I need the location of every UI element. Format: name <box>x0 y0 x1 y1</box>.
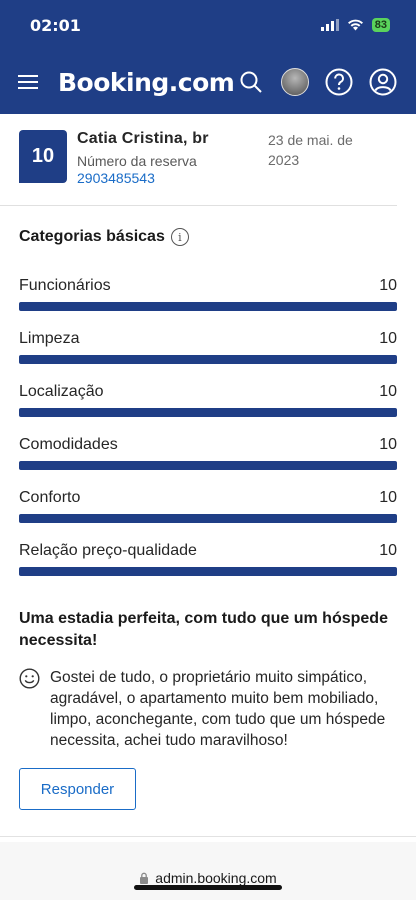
review-score-badge: 10 <box>19 130 67 183</box>
category-score: 10 <box>379 383 397 400</box>
help-icon <box>325 68 353 96</box>
category-label: Limpeza <box>19 330 80 347</box>
category-bar-fill <box>19 302 397 311</box>
guest-name: Catia Cristina, br <box>77 130 209 147</box>
category-score: 10 <box>379 277 397 294</box>
smiley-icon <box>19 668 40 689</box>
category-row: Funcionários 10 <box>19 277 397 330</box>
category-bar <box>19 408 397 417</box>
category-bar-fill <box>19 514 397 523</box>
category-score: 10 <box>379 330 397 347</box>
url-display[interactable]: admin.booking.com <box>139 856 277 900</box>
reservation-number-link[interactable]: 2903485543 <box>77 170 155 186</box>
account-button[interactable] <box>368 67 398 97</box>
help-button[interactable] <box>324 67 354 97</box>
info-icon[interactable]: i <box>170 228 189 246</box>
category-label: Comodidades <box>19 436 118 453</box>
review-title: Uma estadia perfeita, com tudo que um hó… <box>19 610 388 649</box>
respond-button[interactable]: Responder <box>19 768 136 810</box>
status-indicators: 83 <box>320 18 390 32</box>
search-icon <box>240 71 262 93</box>
guest-info: Catia Cristina, br Número da reserva 290… <box>77 130 268 205</box>
category-row: Comodidades 10 <box>19 436 397 489</box>
category-bar <box>19 514 397 523</box>
categories-title: Categorias básicas <box>19 228 165 245</box>
status-time: 02:01 <box>30 15 81 35</box>
category-score: 10 <box>379 436 397 453</box>
category-score: 10 <box>379 542 397 559</box>
property-avatar-button[interactable] <box>280 67 310 97</box>
status-bar: 02:01 83 <box>0 0 416 50</box>
category-bar <box>19 567 397 576</box>
url-text: admin.booking.com <box>155 870 277 886</box>
category-label: Relação preço-qualidade <box>19 542 197 559</box>
category-bar <box>19 461 397 470</box>
top-header: 02:01 83 Booking.com <box>0 0 416 114</box>
lock-icon <box>140 872 149 884</box>
brand-logo[interactable]: Booking.com <box>58 67 235 97</box>
category-bar-fill <box>19 567 397 576</box>
category-list: Funcionários 10 Limpeza 10 Localização 10 C… <box>0 277 416 595</box>
category-label: Localização <box>19 383 104 400</box>
category-row: Localização 10 <box>19 383 397 436</box>
user-icon <box>369 68 397 96</box>
category-row: Limpeza 10 <box>19 330 397 383</box>
categories-heading: Categorias básicas i <box>0 228 416 246</box>
category-bar <box>19 302 397 311</box>
review-date: 23 de mai. de 2023 <box>268 132 353 168</box>
battery-indicator: 83 <box>371 18 390 32</box>
category-bar <box>19 355 397 364</box>
header-actions <box>236 67 398 97</box>
app-header: Booking.com <box>0 50 416 114</box>
category-bar-fill <box>19 355 397 364</box>
wifi-icon <box>347 19 363 31</box>
browser-address-bar[interactable]: admin.booking.com <box>0 842 416 900</box>
category-score: 10 <box>379 489 397 506</box>
category-label: Funcionários <box>19 277 111 294</box>
review-positive: Gostei de tudo, o proprietário muito sim… <box>0 667 416 751</box>
search-button[interactable] <box>236 67 266 97</box>
review-header: 10 Catia Cristina, br Número da reserva … <box>0 114 397 206</box>
category-row: Relação preço-qualidade 10 <box>19 542 397 595</box>
home-indicator[interactable] <box>134 885 282 890</box>
category-bar-fill <box>19 461 397 470</box>
avatar <box>281 68 309 96</box>
category-row: Conforto 10 <box>19 489 397 542</box>
review-text: Gostei de tudo, o proprietário muito sim… <box>50 669 386 749</box>
reservation-label: Número da reserva <box>77 153 197 169</box>
category-label: Conforto <box>19 489 81 506</box>
divider <box>0 836 416 837</box>
signal-icon <box>320 19 339 31</box>
category-bar-fill <box>19 408 397 417</box>
menu-icon[interactable] <box>18 74 40 90</box>
